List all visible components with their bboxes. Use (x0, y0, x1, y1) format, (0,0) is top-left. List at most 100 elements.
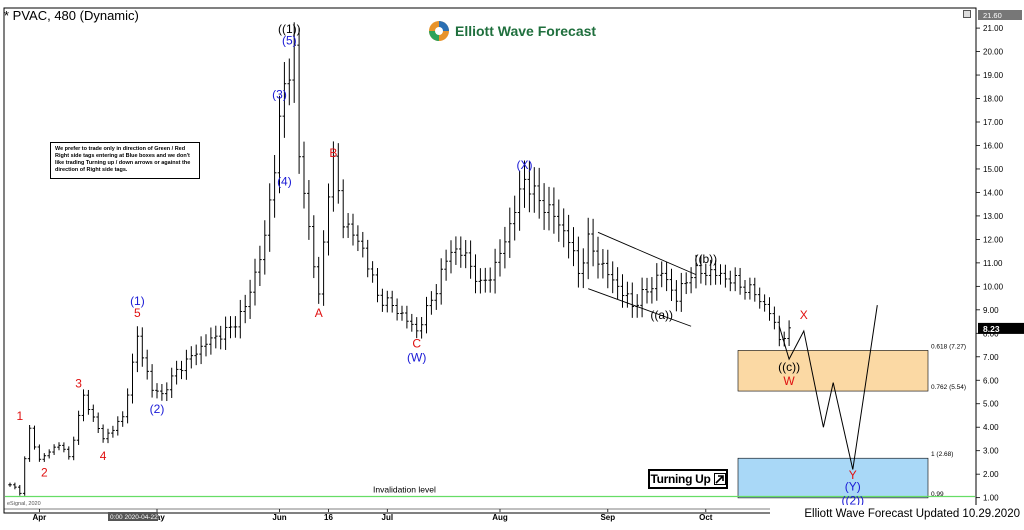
price-bar (155, 383, 159, 399)
y-tick-label: 7.00 (983, 353, 999, 362)
price-bar (444, 249, 448, 281)
price-bar (439, 258, 443, 305)
price-bar (140, 327, 145, 367)
price-bar (743, 280, 747, 300)
price-bar (718, 264, 723, 285)
price-bar (522, 160, 527, 208)
price-bar (22, 456, 27, 496)
price-bar (557, 199, 561, 242)
price-bar (566, 214, 571, 259)
price-bar (32, 425, 37, 450)
price-bar (748, 277, 752, 300)
price-bar (488, 267, 492, 293)
price-bar (655, 263, 659, 301)
price-bar (733, 267, 737, 292)
price-bar (694, 254, 698, 289)
wave-label: (5) (282, 34, 297, 48)
last-price-tag (978, 322, 1024, 334)
price-bar (640, 277, 644, 318)
price-bar (704, 263, 708, 286)
y-tick-label: 19.00 (983, 71, 1004, 80)
y-tick-label: 18.00 (983, 95, 1004, 104)
price-bar (243, 294, 247, 324)
price-bar (370, 261, 375, 283)
wave-label: A (315, 306, 323, 320)
price-bar (723, 264, 728, 288)
wave-label: ((1)) (278, 22, 301, 36)
price-bar (606, 249, 610, 289)
price-bar (473, 254, 478, 294)
channel-line-1 (597, 231, 697, 276)
price-bar (62, 442, 66, 453)
price-bar (47, 449, 51, 459)
price-bar (390, 290, 394, 313)
y-tick-label: 2.00 (983, 470, 999, 479)
price-bar (561, 208, 566, 248)
price-bar (248, 279, 252, 319)
price-bar (233, 316, 238, 338)
price-bar (111, 425, 115, 438)
wave-label: (1) (130, 294, 145, 308)
top-price-text: 21.60 (983, 11, 1002, 20)
price-bar (37, 444, 42, 462)
x-tick-label: Jun (272, 513, 286, 522)
y-tick-label: 14.00 (983, 188, 1004, 197)
channel-line-2 (588, 288, 692, 327)
price-bar (307, 180, 311, 240)
y-tick-label: 6.00 (983, 376, 999, 385)
wave-label: B (329, 146, 337, 160)
price-bar (395, 298, 399, 321)
x-tick-label: Jul (382, 513, 394, 522)
x-tick-label: 16 (324, 513, 333, 522)
price-bar (483, 267, 488, 293)
price-bar (351, 213, 355, 246)
price-bar (537, 167, 541, 219)
price-bar (272, 155, 277, 218)
price-bar (601, 249, 605, 279)
wave-label: (X) (517, 158, 533, 172)
price-bar (463, 240, 468, 269)
price-bar (96, 412, 100, 433)
zone-level-label: 0.762 (5.54) (931, 384, 966, 391)
price-bar (684, 272, 688, 295)
maximize-icon[interactable] (963, 10, 971, 18)
price-bar (449, 240, 453, 274)
price-bar (689, 267, 693, 294)
x-tick-label: Sep (600, 513, 615, 522)
wave-label: 4 (100, 449, 107, 463)
price-bar (498, 239, 502, 277)
price-bar (674, 280, 679, 312)
price-bar (728, 270, 733, 292)
price-bar (669, 268, 674, 301)
price-bar (610, 261, 615, 294)
price-bar (468, 240, 473, 279)
price-bar (552, 187, 556, 234)
invalidation-label: Invalidation level (373, 484, 436, 494)
price-bar (713, 260, 718, 285)
price-bar (405, 305, 409, 329)
price-bar (493, 248, 497, 294)
price-bar (410, 313, 414, 332)
price-bar (292, 22, 296, 103)
y-tick-label: 17.00 (983, 118, 1004, 127)
arrow-up-right-icon (713, 473, 726, 485)
price-bar (365, 239, 370, 278)
price-bar (664, 261, 669, 292)
price-bar (287, 58, 292, 106)
price-bar (277, 95, 282, 194)
price-bar (738, 267, 742, 295)
x-tick-label: Apr (33, 513, 47, 522)
wave-label: C (412, 336, 421, 350)
price-bar (454, 236, 458, 265)
price-bar (620, 274, 625, 308)
price-bar (380, 288, 385, 312)
price-bar (321, 230, 326, 306)
price-bar (571, 227, 576, 267)
date-badge-text: 0:00 2020-04-22 (110, 514, 158, 521)
price-bar (27, 425, 32, 462)
price-bar (400, 305, 404, 321)
y-tick-label: 12.00 (983, 235, 1004, 244)
price-bar (478, 268, 483, 294)
price-bar (228, 316, 233, 339)
